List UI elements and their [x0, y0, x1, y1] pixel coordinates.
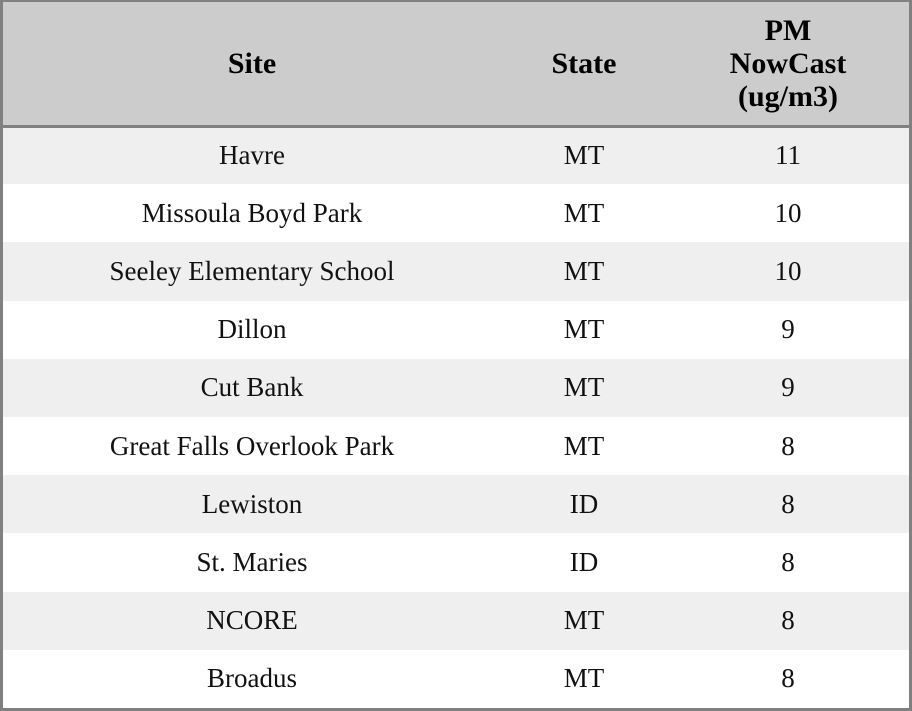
- cell-pm-nowcast: 9: [781, 372, 795, 403]
- cell-state: MT: [563, 197, 605, 228]
- table-row: Dillon MT 9: [3, 300, 909, 359]
- table-row: St. Maries ID 8: [3, 533, 909, 592]
- cell-state: MT: [563, 663, 605, 694]
- table-row: Broadus MT 8: [3, 649, 909, 708]
- cell-state: MT: [563, 140, 605, 171]
- table-row: Great Falls Overlook Park MT 8: [3, 416, 909, 476]
- header-row: Site State PM NowCast (ug/m3): [3, 2, 909, 128]
- cell-state: ID: [569, 488, 599, 519]
- column-header-site: Site: [3, 2, 501, 128]
- pm-nowcast-table: Site State PM NowCast (ug/m3) Havre MT 1…: [3, 2, 909, 708]
- cell-pm-nowcast: 8: [781, 430, 795, 461]
- cell-site: Great Falls Overlook Park: [109, 430, 395, 461]
- cell-pm-nowcast: 8: [781, 663, 795, 694]
- cell-pm-nowcast: 9: [781, 314, 795, 345]
- column-header-state: State: [501, 2, 667, 128]
- cell-state: MT: [563, 605, 605, 636]
- table-row: Lewiston ID 8: [3, 475, 909, 534]
- cell-state: MT: [563, 255, 605, 286]
- table-body: Havre MT 11 Missoula Boyd Park MT 10 See…: [3, 126, 909, 708]
- column-header-pm-nowcast: PM NowCast (ug/m3): [667, 2, 909, 128]
- cell-site: Broadus: [207, 663, 297, 694]
- cell-pm-nowcast: 10: [774, 197, 802, 228]
- table-row: Cut Bank MT 9: [3, 358, 909, 417]
- table-header: Site State PM NowCast (ug/m3): [3, 2, 909, 128]
- cell-pm-nowcast: 8: [781, 546, 795, 577]
- cell-pm-nowcast: 8: [781, 605, 795, 636]
- cell-site: St. Maries: [196, 546, 308, 577]
- table-row: Missoula Boyd Park MT 10: [3, 184, 909, 243]
- column-header-pm-nowcast-line-2: NowCast: [729, 46, 847, 80]
- cell-state: ID: [569, 546, 599, 577]
- cell-pm-nowcast: 10: [774, 255, 802, 286]
- cell-site: NCORE: [206, 605, 298, 636]
- column-header-pm-nowcast-line-1: PM: [764, 13, 812, 47]
- cell-state: MT: [563, 430, 605, 461]
- cell-site: Seeley Elementary School: [109, 255, 395, 286]
- cell-pm-nowcast: 11: [775, 140, 801, 171]
- cell-site: Dillon: [217, 314, 287, 345]
- table-row: Havre MT 11: [3, 126, 909, 185]
- cell-site: Lewiston: [201, 488, 303, 519]
- table-row: Seeley Elementary School MT 10: [3, 242, 909, 301]
- cell-site: Cut Bank: [200, 372, 304, 403]
- cell-pm-nowcast: 8: [781, 488, 795, 519]
- cell-state: MT: [563, 314, 605, 345]
- cell-site: Missoula Boyd Park: [141, 197, 363, 228]
- cell-state: MT: [563, 372, 605, 403]
- column-header-state-line-1: State: [551, 46, 617, 80]
- table-row: NCORE MT 8: [3, 591, 909, 650]
- column-header-site-line-1: Site: [227, 46, 277, 80]
- column-header-pm-nowcast-line-3: (ug/m3): [738, 79, 838, 113]
- cell-site: Havre: [219, 140, 285, 171]
